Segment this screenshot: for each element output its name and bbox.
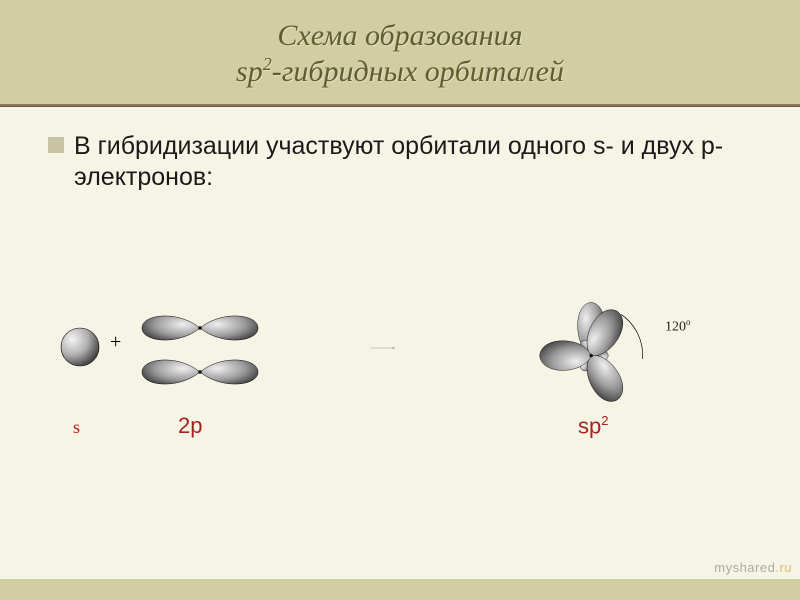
angle-value: 120 xyxy=(665,320,686,335)
sp2-orbitals-icon xyxy=(528,287,668,407)
angle-label: 120o xyxy=(665,317,691,336)
label-sp2: sp2 xyxy=(578,413,608,439)
label-s: s xyxy=(73,417,80,438)
slide-content: В гибридизации участвуют орбитали одного… xyxy=(0,107,800,579)
plus-symbol: + xyxy=(110,331,121,354)
title-line1: Схема образования xyxy=(40,18,760,54)
title-sup: 2 xyxy=(263,54,272,74)
hybridization-diagram: + xyxy=(48,307,760,517)
arrow-icon xyxy=(318,347,448,349)
label-2p: 2р xyxy=(178,413,202,439)
watermark-text: myshared xyxy=(714,560,775,575)
title-line2: sp2-гибридных орбиталей xyxy=(40,54,760,90)
bullet-text: В гибридизации участвуют орбитали одного… xyxy=(74,131,760,194)
title-sp: sp xyxy=(236,55,263,88)
slide: Схема образования sp2-гибридных орбитале… xyxy=(0,0,800,600)
angle-unit: o xyxy=(686,317,691,327)
watermark: myshared.ru xyxy=(714,560,792,575)
p-orbitals-icon xyxy=(140,305,260,397)
bullet-row: В гибридизации участвуют орбитали одного… xyxy=(48,131,760,194)
slide-title: Схема образования sp2-гибридных орбитале… xyxy=(0,0,800,104)
watermark-hl: .ru xyxy=(775,560,792,575)
title-rest: -гибридных орбиталей xyxy=(272,55,564,88)
label-sp2-sup: 2 xyxy=(601,413,608,428)
label-sp2-pre: sp xyxy=(578,413,601,438)
s-orbital-icon xyxy=(58,325,102,369)
square-bullet-icon xyxy=(48,137,64,153)
